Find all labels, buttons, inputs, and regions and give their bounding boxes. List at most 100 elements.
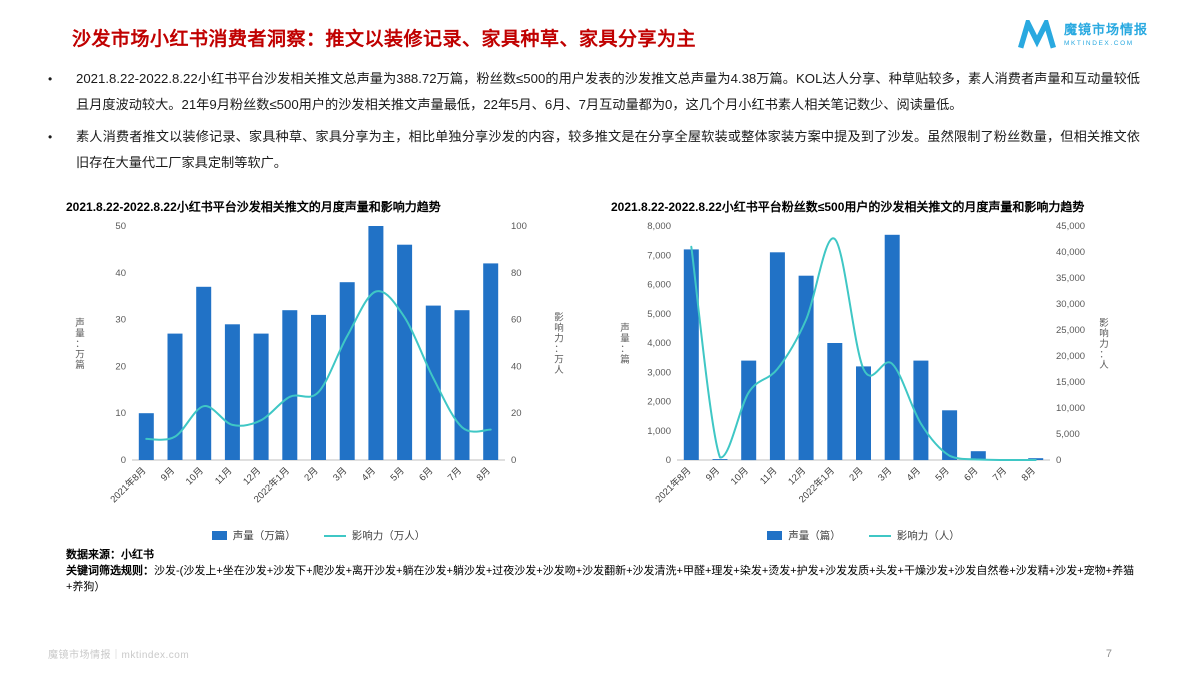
left-axis-tick-label: 10 (115, 408, 126, 419)
x-axis-label: 9月 (159, 465, 177, 483)
chart-volume-low-follower-users: 2021.8.22-2022.8.22小红书平台粉丝数≤500用户的沙发相关推文… (611, 182, 1116, 543)
x-axis-label: 2月 (847, 465, 865, 483)
page-number: 7 (1105, 647, 1112, 660)
volume-bar (454, 310, 470, 460)
chart-title-right: 2021.8.22-2022.8.22小红书平台粉丝数≤500用户的沙发相关推文… (611, 200, 1085, 214)
legend-item-volume: 声量（万篇） (211, 528, 296, 543)
x-axis-label: 12月 (241, 465, 263, 487)
left-axis-tick-label: 7,000 (647, 250, 671, 261)
y-axis-title: 影响力：万人 (554, 313, 564, 377)
y-axis-title: 影响力：人 (1099, 318, 1109, 371)
left-axis-tick-label: 50 (115, 221, 126, 232)
keyword-rule-label: 关键词筛选规则： (66, 565, 154, 577)
brand-name: 魔镜市场情报 (1063, 22, 1148, 38)
x-axis-label: 9月 (704, 465, 722, 483)
left-axis-tick-label: 40 (115, 268, 126, 279)
right-axis-tick-label: 15,000 (1056, 377, 1085, 388)
x-axis-label: 7月 (991, 465, 1009, 483)
volume-bar (311, 314, 326, 460)
left-axis-tick-label: 1,000 (647, 426, 671, 437)
volume-bar (224, 324, 240, 460)
x-axis-label: 2021年8月 (108, 465, 149, 506)
volume-bar (368, 226, 384, 460)
legend-item-influence: 影响力（万人） (323, 528, 426, 543)
volume-bar (138, 413, 154, 460)
left-axis-tick-label: 30 (115, 315, 126, 326)
right-axis-tick-label: 20,000 (1056, 351, 1085, 362)
right-axis-tick-label: 40,000 (1056, 247, 1085, 258)
x-axis-label: 8月 (1020, 465, 1038, 483)
right-axis-tick-label: 10,000 (1056, 403, 1085, 414)
brand-logo: 魔镜市场情报 MKTINDEX.COM (1017, 20, 1148, 50)
line-swatch (868, 534, 891, 537)
influence-line (145, 290, 492, 441)
volume-bar (827, 343, 843, 460)
line-swatch (323, 534, 346, 537)
right-axis-tick-label: 25,000 (1056, 325, 1085, 336)
right-axis-tick-label: 40 (511, 361, 522, 372)
chart-title-left: 2021.8.22-2022.8.22小红书平台沙发相关推文的月度声量和影响力趋… (66, 200, 441, 214)
legend-label-volume: 声量（万篇） (232, 530, 296, 542)
volume-bar (167, 333, 183, 460)
x-axis-label: 7月 (446, 465, 464, 483)
chart-legend-left: 声量（万篇） 影响力（万人） (66, 528, 571, 543)
bullet-text-2: 素人消费者推文以装修记录、家具种草、家具分享为主，相比单独分享沙发的内容，较多推… (76, 129, 1140, 170)
bullet-marker: • (48, 130, 53, 144)
chart-legend-right: 声量（篇） 影响力（人） (611, 528, 1116, 543)
mirror-m-logo-icon (1018, 20, 1056, 49)
brand-site: MKTINDEX.COM (1063, 39, 1134, 47)
volume-bar (483, 263, 499, 460)
x-axis-label: 12月 (786, 465, 808, 487)
x-axis-label: 10月 (184, 465, 206, 487)
x-axis-label: 5月 (388, 465, 406, 483)
x-axis-label: 3月 (331, 465, 349, 483)
x-axis-label: 6月 (962, 465, 980, 483)
right-axis-tick-label: 60 (511, 315, 522, 326)
volume-bar (683, 249, 699, 460)
data-source: 数据来源：小红书 (66, 549, 154, 561)
left-axis-tick-label: 2,000 (647, 397, 671, 408)
bullet-marker: • (48, 72, 53, 86)
left-axis-tick-label: 0 (121, 455, 126, 466)
right-axis-tick-label: 30,000 (1056, 299, 1085, 310)
right-axis-tick-label: 100 (511, 221, 527, 232)
volume-bar (942, 410, 958, 460)
bullet-text-1: 2021.8.22-2022.8.22小红书平台沙发相关推文总声量为388.72… (76, 71, 1140, 112)
volume-bar (798, 275, 814, 460)
bullet-list: • 2021.8.22-2022.8.22小红书平台沙发相关推文总声量为388.… (46, 66, 1140, 176)
volume-bar (913, 360, 929, 461)
x-axis-label: 2月 (302, 465, 320, 483)
bullet-item-1: • 2021.8.22-2022.8.22小红书平台沙发相关推文总声量为388.… (46, 66, 1140, 118)
page-title: 沙发市场小红书消费者洞察：推文以装修记录、家具种草、家具分享为主 (72, 29, 697, 50)
brand-logo-text: 魔镜市场情报 MKTINDEX.COM (1063, 22, 1148, 47)
x-axis-label: 8月 (475, 465, 493, 483)
bar-swatch (767, 531, 783, 540)
left-axis-tick-label: 3,000 (647, 367, 671, 378)
charts-row: 2021.8.22-2022.8.22小红书平台沙发相关推文的月度声量和影响力趋… (66, 182, 1140, 543)
left-chart-canvas: 0 10 20 30 40 50 0 20 40 60 80 100 2021年8月 9月 10月 11月 12… (75, 221, 564, 506)
x-axis-label: 4月 (905, 465, 923, 483)
right-axis-tick-label: 0 (511, 455, 516, 466)
volume-bar (741, 360, 757, 461)
left-axis-tick-label: 5,000 (647, 309, 671, 320)
volume-bar (970, 451, 986, 460)
legend-label-volume: 声量（篇） (788, 530, 841, 542)
left-axis-tick-label: 6,000 (647, 280, 671, 291)
x-axis-label: 11月 (758, 465, 779, 486)
right-chart-canvas: 0 1,000 2,000 3,000 4,000 5,000 6,000 7,000 8,00… (620, 221, 1109, 505)
volume-bar (884, 234, 900, 460)
right-axis-tick-label: 80 (511, 268, 522, 279)
volume-bar (253, 333, 269, 460)
legend-label-influence: 影响力（万人） (351, 530, 426, 542)
legend-label-influence: 影响力（人） (896, 530, 960, 542)
left-axis-tick-label: 20 (115, 361, 126, 372)
bullet-item-2: • 素人消费者推文以装修记录、家具种草、家具分享为主，相比单独分享沙发的内容，较… (46, 124, 1140, 176)
volume-bar (425, 305, 441, 460)
volume-bar (397, 244, 413, 460)
influence-line (690, 237, 1037, 461)
volume-bar (282, 310, 298, 460)
y-axis-title: 声量：篇 (620, 322, 630, 366)
x-axis-label: 5月 (933, 465, 951, 483)
legend-item-volume: 声量（篇） (767, 528, 841, 543)
